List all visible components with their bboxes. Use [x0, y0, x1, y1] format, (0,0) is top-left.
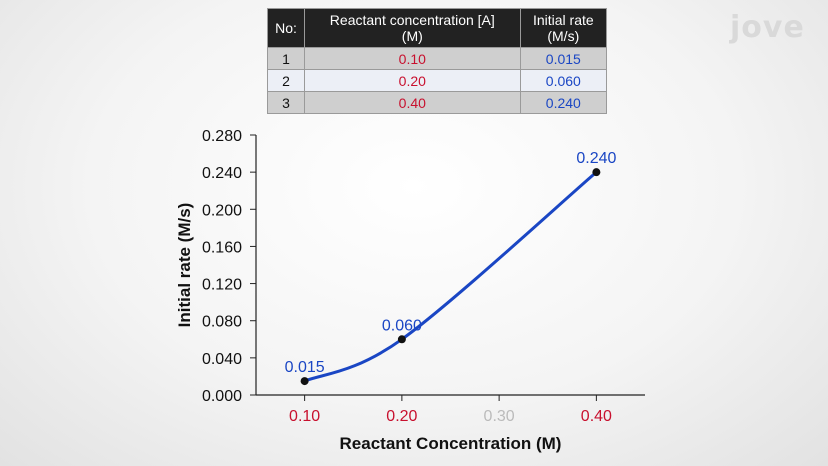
y-tick-label: 0.080	[202, 314, 242, 331]
y-tick-label: 0.040	[202, 351, 242, 368]
data-label: 0.015	[285, 359, 325, 376]
y-tick-label: 0.280	[202, 128, 242, 145]
data-point	[592, 168, 601, 177]
row-no: 2	[267, 69, 305, 92]
data-table: No: Reactant concentration [A] (M) Initi…	[267, 8, 608, 114]
row-no: 3	[267, 91, 305, 114]
data-point	[300, 377, 309, 386]
row-concentration: 0.20	[304, 69, 521, 92]
jove-logo: jove	[730, 10, 805, 45]
x-tick-label: 0.30	[484, 408, 515, 425]
y-tick-label: 0.000	[202, 388, 242, 405]
x-tick-label: 0.10	[289, 408, 320, 425]
series-line	[304, 171, 598, 383]
header-rate: Initial rate (M/s)	[519, 8, 608, 48]
data-label: 0.240	[576, 150, 616, 167]
table-row: 2 0.20 0.060	[267, 69, 608, 92]
x-axis-title: Reactant Concentration (M)	[340, 434, 562, 453]
data-label: 0.060	[382, 317, 422, 334]
y-tick-label: 0.120	[202, 277, 242, 294]
x-tick-label: 0.20	[386, 408, 417, 425]
row-concentration: 0.40	[304, 91, 521, 114]
x-tick-label: 0.40	[581, 408, 612, 425]
tick-layer: 0.000 0.040 0.080 0.120 0.160 0.200 0.240 0.280…	[202, 128, 612, 425]
y-tick-label: 0.160	[202, 239, 242, 256]
header-no: No:	[267, 8, 305, 48]
row-rate: 0.240	[519, 91, 608, 114]
table-row: 1 0.10 0.015	[267, 47, 608, 70]
table-row: 3 0.40 0.240	[267, 91, 608, 114]
row-rate: 0.060	[519, 69, 608, 92]
y-axis-title: Initial rate (M/s)	[175, 203, 194, 328]
data-point	[397, 335, 406, 344]
y-tick-label: 0.200	[202, 202, 242, 219]
points-layer: 0.015 0.060 0.240	[285, 150, 616, 386]
y-tick-label: 0.240	[202, 165, 242, 182]
table-header-row: No: Reactant concentration [A] (M) Initi…	[267, 8, 608, 48]
header-concentration: Reactant concentration [A] (M)	[304, 8, 521, 48]
